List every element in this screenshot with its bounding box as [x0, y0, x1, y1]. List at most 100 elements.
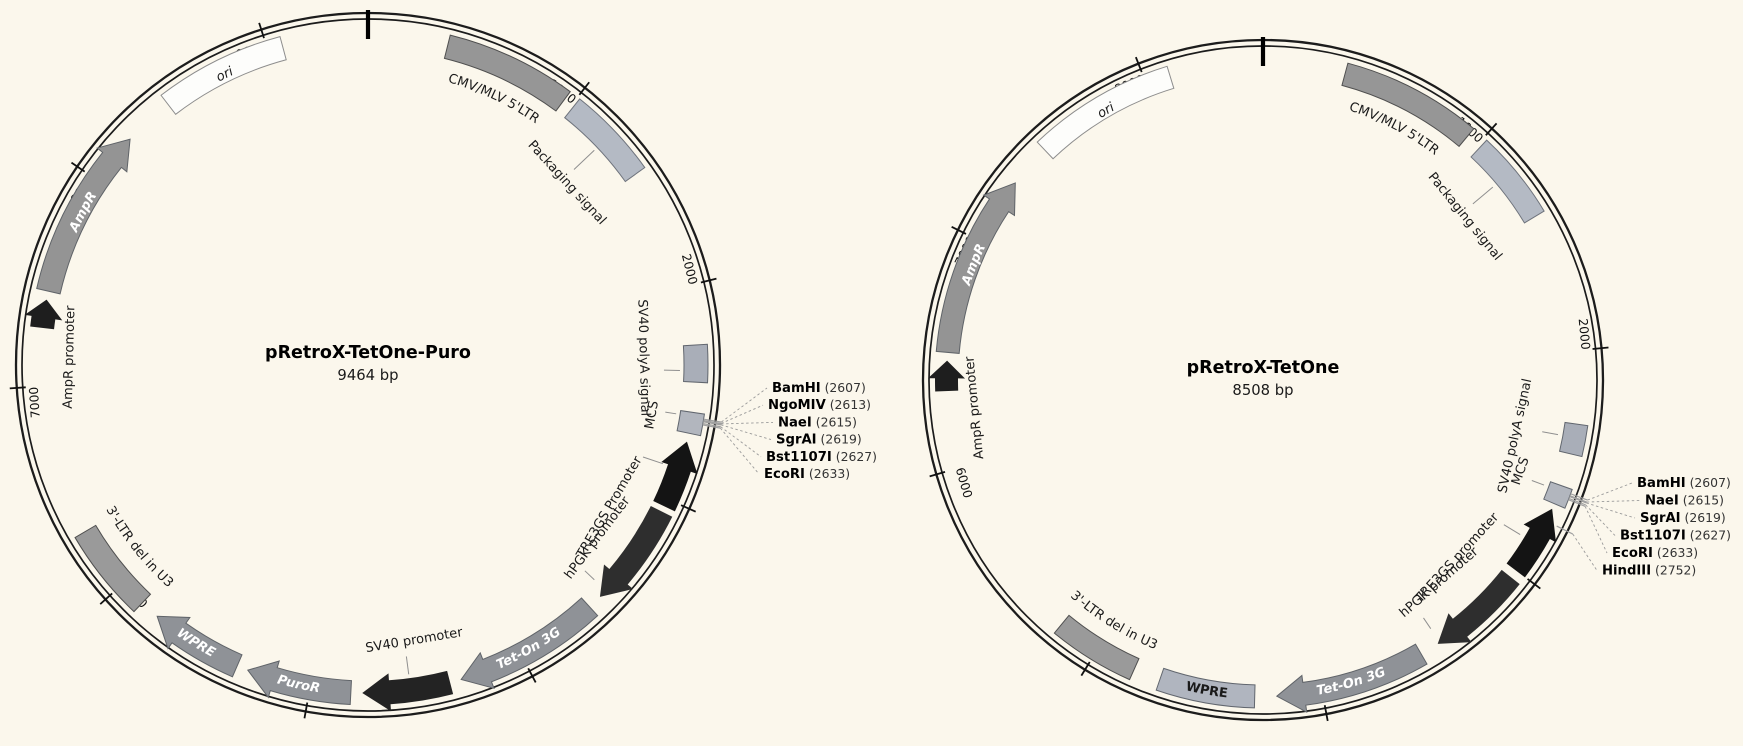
feature-ampr-promoter [24, 299, 63, 330]
feature-mcs [1543, 481, 1573, 509]
site-tick-ecori [1568, 499, 1586, 507]
tick-label-6000: 6000 [953, 466, 975, 500]
feature-ampr-promoter [928, 360, 965, 392]
tick-6000 [99, 592, 113, 605]
site-tick-hindiii [1556, 525, 1574, 535]
tick-8000 [1135, 56, 1143, 73]
enzyme-ecori: EcoRI (2633) [764, 466, 850, 482]
plasmid-backbone-inner [928, 45, 1598, 715]
leader-line [1542, 431, 1559, 436]
enzyme-leader-sgrai [720, 424, 772, 441]
tick-2000 [1592, 346, 1609, 350]
enzyme-naei: NaeI (2615) [1645, 493, 1724, 509]
enzyme-leader-sgrai [1586, 502, 1636, 519]
enzyme-bamhi: BamHI (2607) [772, 380, 866, 396]
tick-7000 [9, 386, 26, 390]
tick-5000 [303, 702, 309, 719]
site-tick-naei [1569, 495, 1587, 503]
site-tick-ecori [702, 424, 721, 429]
plasmid-size: 8508 bp [1232, 382, 1293, 399]
enzyme-sgrai: SgrAI (2619) [776, 432, 862, 448]
tick-4000 [527, 667, 537, 683]
feature-ampr [935, 182, 1016, 354]
feature-tet-on-3g [1275, 643, 1428, 714]
label-ampr-promoter: AmpR promoter [61, 305, 79, 409]
enzyme-bamhi: BamHI (2607) [1637, 475, 1731, 491]
enzyme-sgrai: SgrAI (2619) [1640, 510, 1726, 526]
tick-7000 [951, 226, 967, 235]
plasmid-title: pRetroX-TetOne [1187, 358, 1340, 378]
feature-wpre [156, 615, 243, 678]
label-ampr-promoter: AmpR promoter [962, 355, 987, 460]
leader-line [584, 570, 595, 581]
leader-line [1531, 480, 1545, 486]
enzyme-leader-bamhi [1587, 482, 1633, 501]
site-tick-bst1107i [1568, 497, 1586, 506]
site-tick-naei [703, 420, 722, 425]
site-tick-sgrai [1569, 496, 1587, 504]
plasmid-backbone-outer [921, 38, 1605, 722]
feature-sv40-promoter [362, 670, 454, 712]
plasmid-backbone-outer [14, 11, 722, 719]
feature-packaging-signal [564, 98, 646, 183]
enzyme-hindiii: HindIII (2752) [1602, 563, 1696, 579]
tick-2000 [700, 277, 717, 284]
tick-1000 [1485, 122, 1498, 136]
enzyme-leader-bamhi [721, 387, 768, 423]
tick-8000 [70, 161, 86, 173]
feature-tet-on-3g [460, 597, 599, 690]
feature-hpgk-promoter [1437, 569, 1520, 644]
feature-tre3gs-promoter [1506, 508, 1556, 578]
feature-puror [246, 660, 352, 706]
feature-wpre [1155, 667, 1256, 709]
label-packaging-signal: Packaging signal [1425, 170, 1505, 264]
feature-cmv-mlv-5-ltr [443, 34, 571, 112]
enzyme-leader-bst1107i [720, 426, 762, 458]
label-sv40-polya-signal: SV40 polyA signal [634, 299, 652, 416]
feature-3-ltr-del-in-u3 [1053, 614, 1140, 681]
feature-sv40-polya-signal [1558, 421, 1589, 458]
leader-line [665, 411, 677, 415]
tick-label-2000: 2000 [1576, 318, 1593, 350]
enzyme-bst1107i: Bst1107I (2627) [766, 449, 877, 465]
enzyme-leader-ngomiv [721, 404, 764, 424]
tick-label-7000: 7000 [27, 386, 43, 418]
label-packaging-signal: Packaging signal [524, 138, 608, 228]
plasmid-size: 9464 bp [337, 367, 398, 384]
label-sv40-promoter: SV40 promoter [364, 625, 464, 656]
enzyme-leader-naei [721, 421, 774, 425]
leader-line [1423, 617, 1432, 629]
feature-sv40-polya-signal [682, 343, 709, 384]
feature-packaging-signal [1470, 139, 1545, 224]
tick-5000 [1080, 661, 1091, 677]
label-path [48, 45, 414, 578]
enzyme-leader-ecori [1584, 506, 1608, 554]
enzyme-ecori: EcoRI (2633) [1612, 545, 1698, 561]
site-tick-bamhi [1570, 493, 1588, 501]
plasmid-pretrox-tetone-puro: 100020003000400050006000700080009000CMV/… [9, 10, 877, 719]
site-tick-bst1107i [702, 423, 721, 428]
feature-3-ltr-del-in-u3 [74, 524, 152, 613]
feature-mcs [676, 410, 706, 437]
label-mcs: MCS [642, 400, 662, 431]
feature-ampr [36, 138, 131, 295]
leader-line [573, 149, 595, 170]
leader-line [405, 656, 410, 675]
tick-9000 [258, 22, 265, 39]
feature-tre3gs-promoter [653, 441, 698, 512]
enzyme-leader-hindiii [1572, 533, 1598, 571]
site-tick-bamhi [703, 418, 722, 423]
feature-hpgk-promoter [599, 506, 673, 597]
enzyme-ngomiv: NgoMIV (2613) [768, 397, 871, 413]
tick-3000 [1527, 578, 1541, 590]
enzyme-leader-naei [1586, 500, 1641, 503]
plasmid-backbone-inner [21, 18, 715, 712]
enzyme-naei: NaeI (2615) [778, 414, 857, 430]
plasmid-pretrox-tetone: 10002000300040005000600070008000CMV/MLV … [921, 37, 1731, 722]
tick-3000 [680, 504, 697, 513]
enzyme-bst1107i: Bst1107I (2627) [1620, 528, 1731, 544]
leader-line [1472, 186, 1494, 205]
enzyme-leader-bst1107i [1585, 504, 1616, 536]
